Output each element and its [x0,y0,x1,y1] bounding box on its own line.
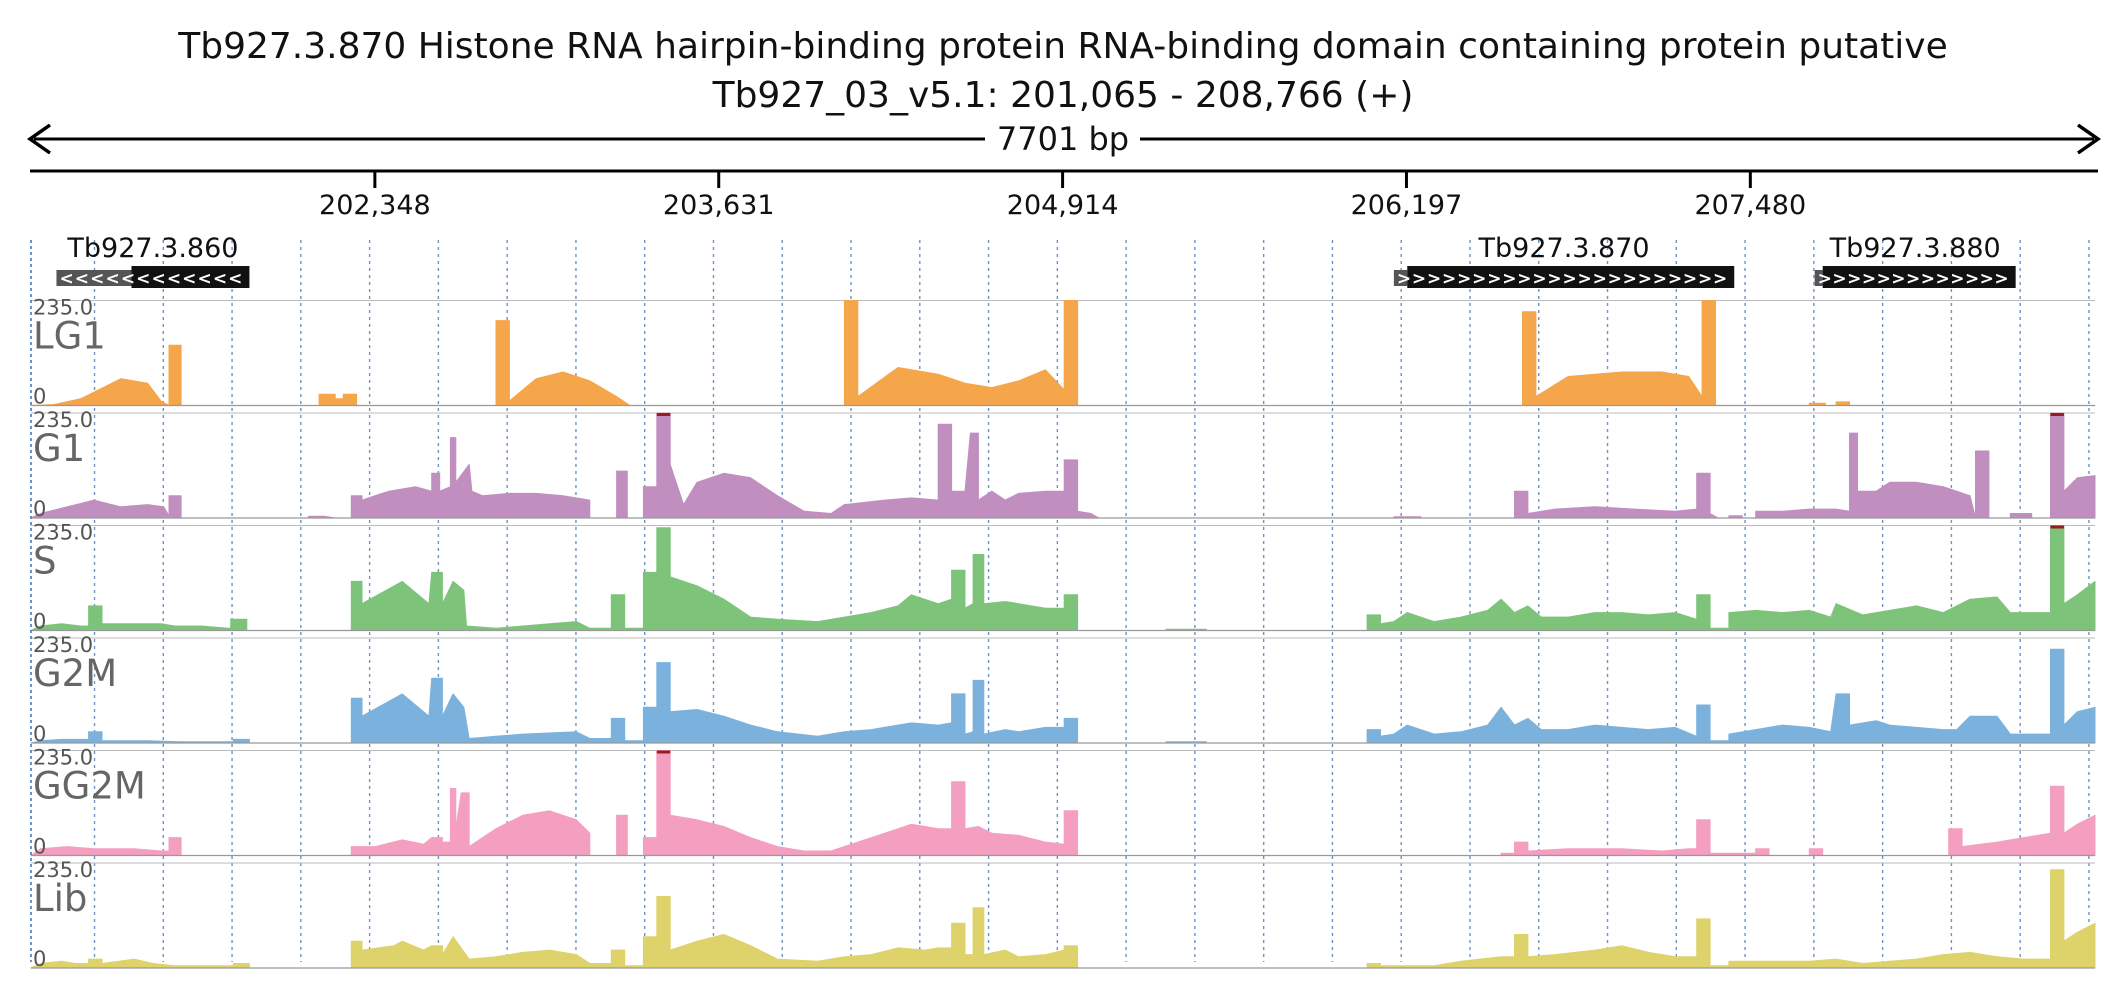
figure-subtitle: Tb927_03_v5.1: 201,065 - 208,766 (+) [712,75,1414,116]
track-max-label: 235.0 [33,296,93,320]
span-arrow-right-icon [2076,123,2102,155]
track-max-label: 235.0 [33,746,93,770]
track-name: G2M [33,652,117,695]
track-min-label: 0 [33,722,46,746]
track-S: 235.0 0 S [30,521,2096,634]
x-tick-label-1: 203,631 [663,190,775,221]
track-max-label: 235.0 [33,858,93,882]
coverage-area [30,750,2096,856]
gene-label: Tb927.3.860 [66,233,238,264]
gene-utr [1393,270,1408,286]
track-min-label: 0 [33,947,46,971]
track-max-label: 235.0 [33,521,93,545]
gene-annotation-track: < < < < < < < < < < < < Tb927.3.860 > > > … [56,233,2016,289]
clipped-peak-marker [2050,413,2064,416]
x-tick-label-0: 202,348 [319,190,431,221]
gene-cds [131,266,250,288]
gene-Tb927.3.870[interactable]: > > > > > > > > > > > > > > > > > > > > … [1393,233,1735,289]
x-tick-label-3: 206,197 [1351,190,1463,221]
track-max-label: 235.0 [33,408,93,432]
clipped-peak-marker [2050,525,2064,529]
x-tick-label-4: 207,480 [1695,190,1807,221]
gene-utr [56,270,132,286]
coordinate-axis-ticks: 202,348 203,631 204,914 206,197 207,480 [319,171,1806,221]
track-LG1: 235.0 0 LG1 [30,296,2096,409]
span-arrow-left-icon [26,123,52,155]
gene-cds [1822,266,2016,288]
gene-Tb927.3.880[interactable]: > > > > > > > > > > > > > Tb927.3.880 [1814,233,2016,289]
gene-utr [1814,270,1823,286]
track-min-label: 0 [33,497,46,521]
strand-minus-icon: < < < < < < < < < < < < [59,269,242,289]
track-min-label: 0 [33,610,46,634]
track-name: S [33,540,57,583]
figure-title: Tb927.3.870 Histone RNA hairpin-binding … [177,26,1948,67]
span-ruler: 7701 bp [26,120,2102,158]
strand-plus-icon: > > > > > > > > > > > > > [1818,269,2009,289]
track-Lib: 235.0 0 Lib [30,858,2096,971]
clipped-peak-marker [656,413,671,416]
span-label: 7701 bp [997,120,1129,158]
track-max-label: 235.0 [33,633,93,657]
coverage-area [30,525,2096,631]
coverage-area [30,869,2096,969]
track-G2M: 235.0 0 G2M [30,633,2096,746]
gene-cds [1407,266,1735,288]
gene-label: Tb927.3.880 [1829,233,2001,264]
track-name: GG2M [33,765,146,808]
track-GG2M: 235.0 0 GG2M [30,746,2096,859]
track-G1: 235.0 0 G1 [30,408,2096,521]
clipped-peak-marker [656,750,671,754]
coverage-area [30,648,2096,744]
gene-label: Tb927.3.870 [1478,233,1650,264]
track-min-label: 0 [33,385,46,409]
gene-Tb927.3.860[interactable]: < < < < < < < < < < < < Tb927.3.860 [56,233,250,289]
coverage-tracks: 235.00LG1235.00G1235.00S235.00G2M235.00G… [30,296,2096,971]
coverage-area [30,412,2096,519]
strand-plus-icon: > > > > > > > > > > > > > > > > > > > > … [1397,269,1727,289]
coverage-area [30,300,2096,406]
track-name: LG1 [33,315,106,358]
track-name: Lib [33,877,87,920]
track-min-label: 0 [33,835,46,859]
x-tick-label-2: 204,914 [1007,190,1119,221]
track-name: G1 [33,427,85,470]
